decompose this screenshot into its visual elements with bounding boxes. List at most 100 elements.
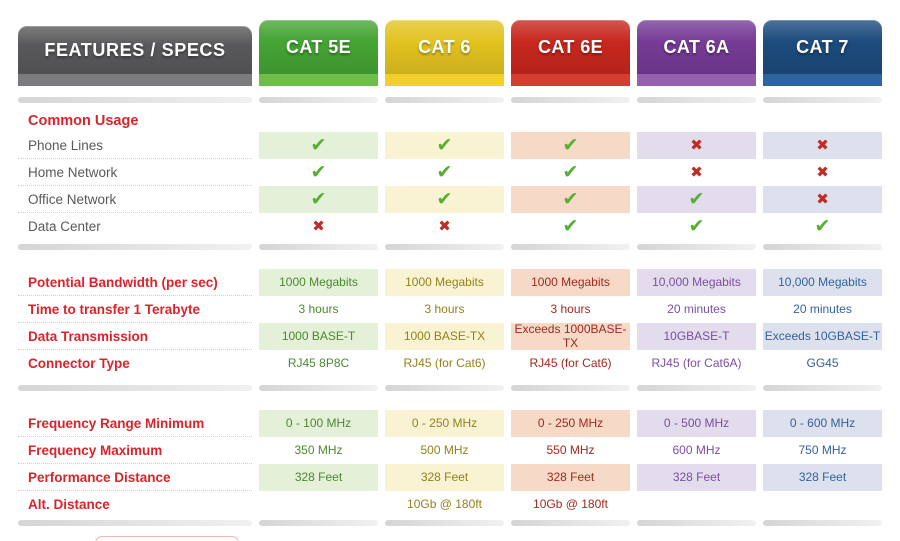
cell-cat6e: 10Gb @ 180ft xyxy=(533,496,608,511)
column-tab-strip-cat6a xyxy=(637,74,756,86)
separator-bar xyxy=(259,385,378,391)
separator-bar xyxy=(763,385,882,391)
table-row: Office Network ✔ ✔ ✔ ✔ ✖ xyxy=(0,186,900,213)
check-icon: ✔ xyxy=(436,135,453,156)
features-specs-tab: FEATURES / SPECS xyxy=(18,26,252,86)
cell-cat6a: 10GBASE-T xyxy=(637,323,756,350)
check-icon: ✔ xyxy=(688,216,705,237)
separator-bar xyxy=(637,244,756,250)
separator-bar xyxy=(763,244,882,250)
row-label: Performance Distance xyxy=(18,464,252,491)
section-separator-row xyxy=(0,520,900,526)
cross-icon: ✖ xyxy=(690,164,703,181)
separator-bar xyxy=(385,520,504,526)
check-icon: ✔ xyxy=(562,135,579,156)
column-tab-body-cat5e: CAT 5E xyxy=(259,20,378,74)
column-tab-cat7: CAT 7 xyxy=(763,20,882,86)
separator-bar xyxy=(18,520,252,526)
separator-bar xyxy=(511,97,630,103)
row-label: Home Network xyxy=(18,159,252,186)
cell-cat5e xyxy=(259,491,378,518)
table-row: Data Center ✖ ✖ ✔ ✔ ✔ xyxy=(0,213,900,240)
check-icon: ✔ xyxy=(436,162,453,183)
column-tab-cat6e: CAT 6E xyxy=(511,20,630,86)
cell-cat5e: RJ45 8P8C xyxy=(287,355,350,370)
cross-icon: ✖ xyxy=(438,218,451,235)
row-label: Office Network xyxy=(18,186,252,213)
cutoff-panel xyxy=(95,536,239,541)
cell-cat6: 10Gb @ 180ft xyxy=(407,496,482,511)
column-tab-cat6a: CAT 6A xyxy=(637,20,756,86)
separator-bar xyxy=(259,97,378,103)
cell-cat6e: RJ45 (for Cat6) xyxy=(529,355,612,370)
cell-cat6: ✔ xyxy=(385,159,504,186)
cell-cat6e: 3 hours xyxy=(550,301,591,316)
section-title-row: Common Usage xyxy=(0,110,900,132)
column-tab-cat5e: CAT 5E xyxy=(259,20,378,86)
cell-cat6: 0 - 250 MHz xyxy=(385,410,504,437)
column-tab-body-cat7: CAT 7 xyxy=(763,20,882,74)
separator-bar xyxy=(259,244,378,250)
cell-cat7: Exceeds 10GBASE-T xyxy=(763,323,882,350)
check-icon: ✔ xyxy=(688,189,705,210)
column-tab-label-cat6a: CAT 6A xyxy=(663,36,730,57)
cross-icon: ✖ xyxy=(690,137,703,154)
cross-icon: ✖ xyxy=(312,218,325,235)
cell-cat6a: ✖ xyxy=(637,132,756,159)
column-tab-label-cat7: CAT 7 xyxy=(796,36,849,57)
cell-cat7 xyxy=(763,491,882,518)
cell-cat6: RJ45 (for Cat6) xyxy=(403,355,486,370)
cell-cat5e: ✔ xyxy=(259,186,378,213)
cell-cat5e: 3 hours xyxy=(298,301,339,316)
row-label: Frequency Range Minimum xyxy=(18,410,252,437)
cell-cat6: ✖ xyxy=(385,213,504,240)
check-icon: ✔ xyxy=(562,162,579,183)
cell-cat7: ✖ xyxy=(763,186,882,213)
cross-icon: ✖ xyxy=(816,137,829,154)
cell-cat7: 20 minutes xyxy=(793,301,852,316)
cell-cat7: GG45 xyxy=(806,355,839,370)
column-tab-strip-cat6 xyxy=(385,74,504,86)
column-tab-strip-cat7 xyxy=(763,74,882,86)
cell-cat7: ✖ xyxy=(763,159,882,186)
cell-cat5e: 328 Feet xyxy=(259,464,378,491)
table-row: Connector Type RJ45 8P8C RJ45 (for Cat6) RJ… xyxy=(0,350,900,377)
features-specs-label: FEATURES / SPECS xyxy=(44,39,226,60)
cell-cat6e: ✔ xyxy=(511,213,630,240)
separator-bar xyxy=(259,520,378,526)
column-tab-strip-cat5e xyxy=(259,74,378,86)
separator-bar xyxy=(511,520,630,526)
cell-cat7: 0 - 600 MHz xyxy=(763,410,882,437)
row-label: Connector Type xyxy=(28,356,130,371)
section-separator-row xyxy=(0,385,900,391)
cell-cat6: ✔ xyxy=(385,186,504,213)
row-label: Time to transfer 1 Terabyte xyxy=(18,296,252,323)
check-icon: ✔ xyxy=(562,216,579,237)
header-separator-row xyxy=(0,97,900,103)
cell-cat6a: 20 minutes xyxy=(667,301,726,316)
check-icon: ✔ xyxy=(814,216,831,237)
cell-cat7: 10,000 Megabits xyxy=(763,269,882,296)
cross-icon: ✖ xyxy=(816,164,829,181)
separator-bar xyxy=(511,385,630,391)
cell-cat7: ✖ xyxy=(763,132,882,159)
cell-cat6: 3 hours xyxy=(424,301,465,316)
separator-bar xyxy=(763,520,882,526)
column-tab-cat6: CAT 6 xyxy=(385,20,504,86)
check-icon: ✔ xyxy=(562,189,579,210)
table-row: Potential Bandwidth (per sec) 1000 Megabi… xyxy=(0,269,900,296)
row-label: Phone Lines xyxy=(18,132,252,159)
cell-cat7: ✔ xyxy=(763,213,882,240)
separator-bar xyxy=(637,520,756,526)
row-label: Alt. Distance xyxy=(28,497,110,512)
table-row: Alt. Distance 10Gb @ 180ft 10Gb @ 180ft xyxy=(0,491,900,518)
row-label: Potential Bandwidth (per sec) xyxy=(18,269,252,296)
cell-cat6: 1000 BASE-TX xyxy=(385,323,504,350)
separator-bar xyxy=(637,385,756,391)
cell-cat5e: 350 MHz xyxy=(294,442,343,457)
cell-cat6: ✔ xyxy=(385,132,504,159)
column-tab-label-cat6e: CAT 6E xyxy=(537,36,604,57)
cell-cat6a: 10,000 Megabits xyxy=(637,269,756,296)
cell-cat6e: ✔ xyxy=(511,132,630,159)
